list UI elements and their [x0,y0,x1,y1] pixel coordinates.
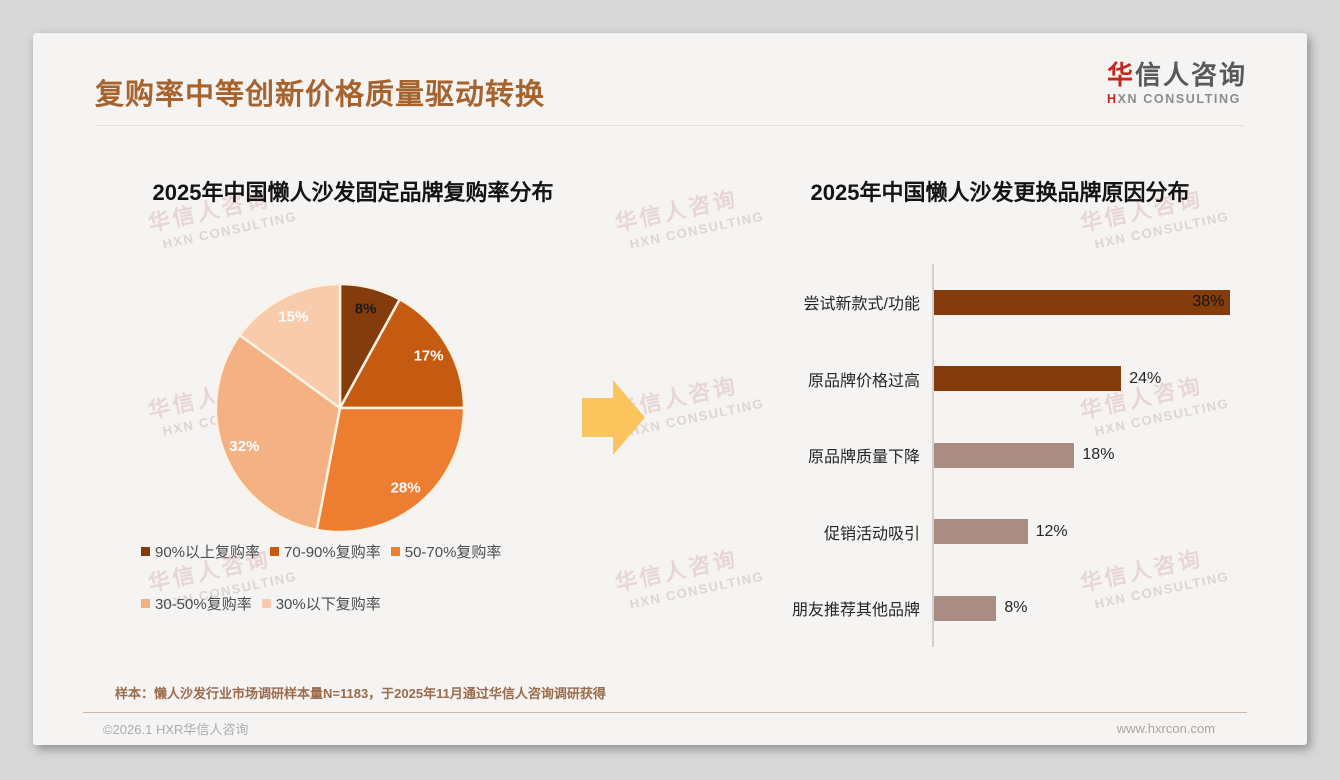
pie-legend: 90%以上复购率 70-90%复购率 50-70%复购率 30-50%复购率 30%以下… [141,541,616,614]
header-divider [95,125,1245,126]
legend-label: 30%以下复购率 [275,596,381,613]
bar-row: 原品牌价格过高 24% [753,340,1246,417]
bar-plot-area: 12% [932,493,1246,570]
logo-chinese-text: 华信人咨询 [1107,61,1247,90]
legend-swatch [390,547,400,556]
legend-label: 90%以上复购率 [155,544,261,561]
bar [934,366,1122,392]
bar [934,595,997,621]
watermark-en-text: HXN CONSULTING [1093,208,1231,252]
bar-value-label: 18% [1082,446,1115,464]
legend-item: 90%以上复购率 [141,541,260,562]
pie-slice-label: 17% [414,348,444,365]
legend-label: 50-70%复购率 [404,544,502,561]
legend-swatch [141,599,150,608]
bar-row: 尝试新款式/功能 38% [753,264,1246,341]
bar-row: 原品牌质量下降 18% [753,417,1246,494]
bar-value-label: 24% [1129,369,1162,387]
legend-swatch [270,547,280,556]
arrow-right-icon [582,380,645,455]
watermark-en-text: HXN CONSULTING [628,568,766,612]
bar-plot-area: 24% [932,340,1246,417]
watermark-cn-text: 华信人咨询 [612,545,741,597]
bar-plot-area: 18% [932,417,1246,494]
bar-chart: 尝试新款式/功能 38% 原品牌价格过高 24% 原品牌质量下降 18% 促销活动吸引 12%… [753,264,1246,647]
pie-chart: 8% 17% 28% 32% 15% [214,282,466,534]
legend-item: 50-70%复购率 [390,541,502,562]
bar-category-label: 原品牌质量下降 [807,449,920,467]
bar-value-label: 12% [1035,522,1068,540]
sample-footnote: 样本：懒人沙发行业市场调研样本量N=1183，于2025年11月通过华信人咨询调… [115,686,606,701]
bar [934,442,1075,468]
bar-row: 朋友推荐其他品牌 8% [753,570,1246,647]
copyright-text: ©2026.1 HXR华信人咨询 [103,722,249,737]
pie-slice [214,333,342,532]
pie-slice [338,298,466,410]
bar [934,519,1028,545]
bar-plot-area: 8% [932,570,1246,647]
bar-row: 促销活动吸引 12% [753,493,1246,570]
logo-en-accent: H [1106,91,1118,106]
pie-slice [238,282,342,410]
footer-divider [83,712,1247,713]
page-title: 复购率中等创新价格质量驱动转换 [95,79,546,111]
logo-english-text: HXN CONSULTING [1107,92,1247,106]
logo-cn-accent: 华 [1106,60,1135,90]
pie-slice [315,406,466,534]
legend-label: 70-90%复购率 [284,544,381,561]
bar-category-label: 促销活动吸引 [823,525,920,543]
bar-category-label: 原品牌价格过高 [807,372,920,390]
legend-item: 30-50%复购率 [141,593,252,614]
legend-swatch [261,599,271,608]
pie-chart-title: 2025年中国懒人沙发固定品牌复购率分布 [152,180,554,205]
bar-value-label: 38% [1192,293,1225,311]
pie-slice-label: 28% [391,479,421,496]
watermark-en-text: HXN CONSULTING [628,208,766,252]
pie-slice-label: 32% [229,438,259,455]
website-url: www.hxrcon.com [1116,721,1215,736]
bar-plot-area: 38% [932,264,1246,341]
pie-slice-label: 8% [355,300,377,317]
watermark-cn-text: 华信人咨询 [612,185,741,237]
logo-cn-rest: 信人咨询 [1134,60,1247,90]
legend-label: 30-50%复购率 [155,596,252,613]
pie-slice-label: 15% [278,308,308,325]
bar [934,289,1231,315]
bar-category-label: 朋友推荐其他品牌 [791,602,920,620]
legend-item: 70-90%复购率 [270,541,381,562]
bar-chart-title: 2025年中国懒人沙发更换品牌原因分布 [810,180,1190,205]
slide-card: 华信人咨询 HXN CONSULTING 华信人咨询 HXN CONSULTING 华信… [33,33,1307,745]
bar-value-label: 8% [1004,599,1028,617]
bar-category-label: 尝试新款式/功能 [803,296,920,314]
company-logo: 华信人咨询 HXN CONSULTING [1107,61,1247,106]
legend-swatch [141,547,150,556]
legend-item: 30%以下复购率 [261,593,381,614]
watermark-en-text: HXN CONSULTING [628,395,766,439]
logo-en-rest: XN CONSULTING [1117,91,1241,106]
